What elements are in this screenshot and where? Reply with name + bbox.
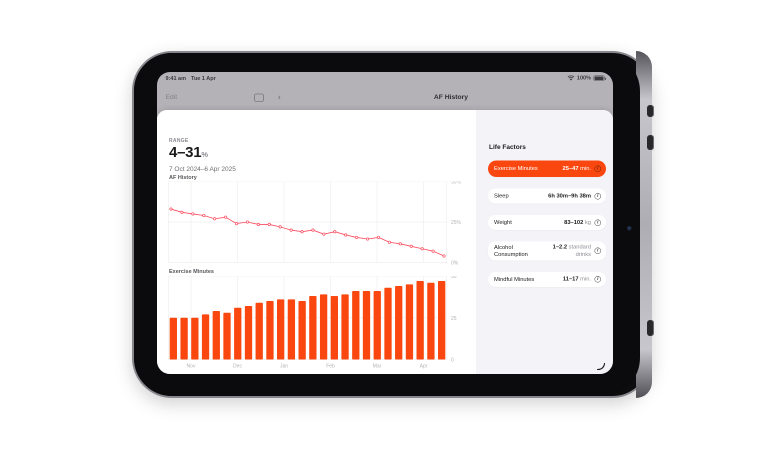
svg-text:50%: 50%	[451, 182, 462, 186]
back-chevron-icon[interactable]: ‹	[278, 92, 281, 102]
exercise-minutes-bar-chart: 50 25 0 Nov Dec Jan Feb Mar Apr	[168, 276, 457, 370]
life-factor-value: 25–47 min.	[562, 165, 591, 172]
edit-button[interactable]: Edit	[165, 93, 178, 101]
life-factor-label: Exercise Minutes	[494, 165, 538, 172]
svg-text:0: 0	[451, 358, 454, 364]
svg-text:0%: 0%	[451, 261, 459, 267]
svg-text:50: 50	[451, 276, 457, 280]
range-unit: %	[201, 150, 209, 160]
life-factor-exercise-minutes[interactable]: Exercise Minutes 25–47 min. i	[488, 160, 606, 177]
svg-text:Apr: Apr	[420, 364, 428, 370]
battery-percent: 100%	[576, 75, 591, 81]
chart-column: RANGE 4–31% 7 Oct 2024–6 Apr 2025 AF His…	[157, 110, 476, 374]
status-date: Tue 1 Apr	[190, 75, 216, 82]
af-history-line-chart: 50% 25% 0%	[168, 181, 462, 267]
info-icon[interactable]: i	[594, 276, 601, 283]
svg-text:Feb: Feb	[326, 364, 335, 370]
svg-text:25%: 25%	[451, 220, 462, 226]
front-camera-icon	[627, 226, 632, 231]
life-factor-mindful-minutes[interactable]: Mindful Minutes 11–17 min. i	[488, 271, 606, 287]
range-value: 4–31%	[169, 144, 209, 161]
status-time-date: 9:41 am Tue 1 Apr	[166, 76, 216, 82]
svg-text:25: 25	[451, 316, 457, 322]
screen: 9:41 am Tue 1 Apr 100% Edit	[157, 72, 613, 374]
life-factor-label: Mindful Minutes	[494, 276, 535, 283]
life-factor-value: 83–102 kg	[564, 219, 591, 226]
life-factor-value: 11–17 min.	[562, 276, 591, 283]
life-factor-alcohol-consumption[interactable]: Alcohol Consumption 1–2.2 standard drinks…	[488, 241, 606, 261]
svg-text:Nov: Nov	[187, 364, 196, 370]
status-bar: 9:41 am Tue 1 Apr 100%	[157, 72, 613, 86]
date-range: 7 Oct 2024–6 Apr 2025	[169, 165, 236, 173]
sidebar-toggle-icon[interactable]	[254, 93, 264, 103]
svg-text:Dec: Dec	[233, 364, 242, 370]
volume-up-button[interactable]	[647, 105, 654, 117]
life-factor-value: 1–2.2 standard drinks	[552, 244, 591, 258]
svg-text:Jan: Jan	[280, 364, 288, 370]
info-icon[interactable]: i	[594, 247, 601, 255]
wifi-icon	[567, 75, 575, 81]
ipad-device: 9:41 am Tue 1 Apr 100% Edit	[132, 51, 654, 398]
life-factors-heading: Life Factors	[489, 143, 526, 151]
corner-swipe-icon	[597, 363, 606, 371]
nav-bar: Edit ‹ AF History	[157, 86, 613, 110]
info-icon[interactable]: i	[594, 165, 601, 172]
status-time: 9:41 am	[165, 75, 186, 82]
nav-title: AF History	[433, 93, 469, 101]
range-label: RANGE	[169, 138, 189, 144]
life-factor-sleep[interactable]: Sleep 6h 30m–9h 38m i	[488, 188, 606, 204]
life-factor-label: Weight	[494, 219, 512, 226]
life-factor-weight[interactable]: Weight 83–102 kg i	[488, 215, 606, 230]
volume-down-button[interactable]	[647, 135, 654, 150]
life-factor-label: Alcohol Consumption	[494, 244, 528, 258]
info-icon[interactable]: i	[594, 192, 601, 200]
info-icon[interactable]: i	[594, 219, 601, 226]
life-factor-value: 6h 30m–9h 38m	[548, 192, 591, 199]
battery-icon	[593, 75, 606, 81]
life-factors-list: Exercise Minutes 25–47 min. i Sleep 6h 30m–9…	[488, 160, 606, 287]
svg-text:Mar: Mar	[373, 364, 382, 370]
side-bottom-button[interactable]	[647, 320, 654, 336]
line-chart-title: AF History	[169, 174, 197, 181]
bar-chart-title: Exercise Minutes	[169, 268, 214, 275]
life-factors-panel: Life Factors Exercise Minutes 25–47 min. i…	[476, 110, 613, 374]
modal-sheet: AF History ✕ RANGE 4–31% 7 Oct 2024–6 Ap…	[157, 110, 613, 374]
life-factor-label: Sleep	[494, 192, 509, 199]
